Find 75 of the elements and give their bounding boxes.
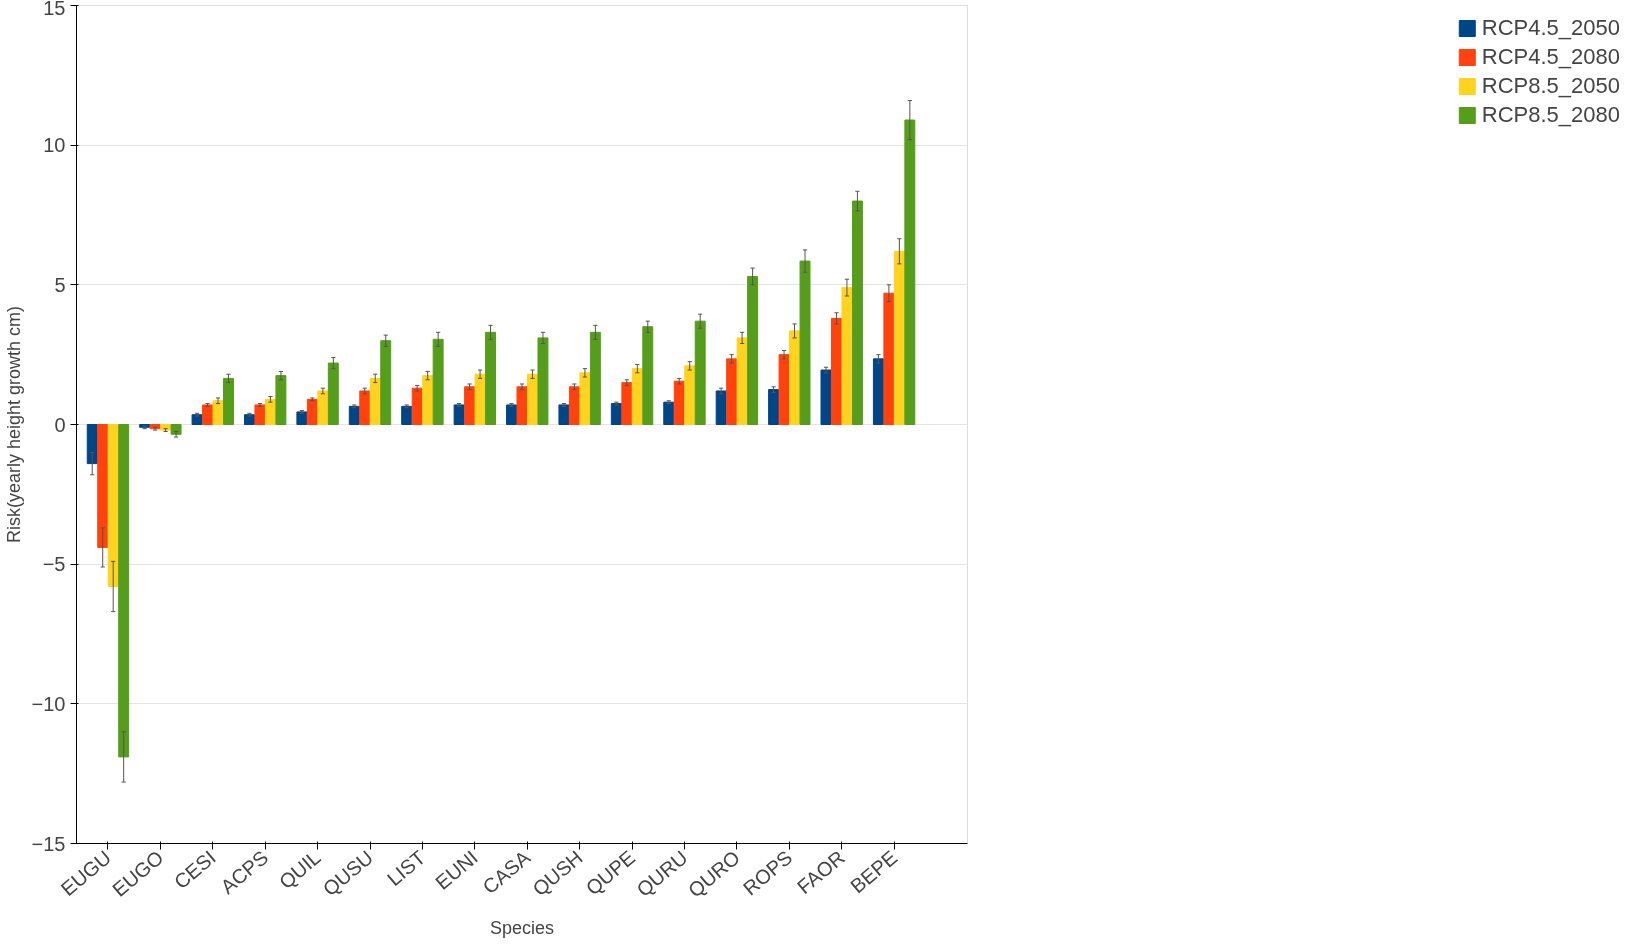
bar	[789, 330, 801, 425]
bar	[904, 119, 916, 425]
bar	[306, 398, 318, 425]
y-tick-label: 5	[54, 273, 66, 296]
bar	[621, 382, 633, 425]
bar	[778, 354, 790, 425]
bar	[432, 338, 444, 425]
bar	[527, 373, 538, 425]
bar	[118, 424, 130, 758]
bar	[296, 411, 308, 425]
bar	[369, 377, 381, 425]
bar	[317, 390, 329, 425]
bar	[883, 292, 895, 425]
bar	[631, 368, 643, 425]
bar	[768, 389, 780, 425]
bar	[673, 380, 685, 425]
bar	[86, 424, 98, 465]
bar	[579, 372, 591, 425]
bar	[736, 337, 748, 425]
bar	[97, 424, 109, 548]
bar	[694, 320, 706, 425]
bar	[485, 331, 497, 425]
bar	[516, 386, 528, 425]
y-tick-label: 10	[43, 134, 66, 157]
bar	[851, 200, 863, 425]
bar	[254, 404, 266, 425]
x-tick-label: QUIL	[274, 846, 325, 893]
bar	[453, 404, 465, 425]
bar	[642, 326, 654, 425]
legend-label: RCP8.5_2080	[1481, 102, 1620, 128]
bar	[401, 405, 413, 425]
bar	[747, 275, 759, 425]
bar	[558, 404, 570, 425]
bar	[893, 250, 905, 425]
bar	[726, 358, 738, 425]
bar	[872, 358, 884, 425]
y-tick-label: −10	[31, 692, 66, 715]
bar	[348, 405, 360, 425]
legend-label: RCP4.5_2050	[1481, 15, 1620, 41]
legend-label: RCP4.5_2080	[1481, 44, 1620, 70]
bar	[223, 377, 234, 425]
y-tick-label: 0	[54, 413, 66, 436]
bar	[327, 362, 339, 425]
bar	[684, 365, 696, 425]
bar	[715, 390, 727, 425]
bar	[799, 260, 811, 425]
bar	[170, 424, 182, 435]
bar	[191, 414, 203, 425]
bar	[464, 386, 476, 425]
bar	[841, 287, 853, 425]
bar	[275, 375, 287, 425]
bar	[380, 340, 392, 425]
x-axis-title: Species	[489, 917, 555, 938]
bar	[359, 390, 371, 425]
bar	[610, 403, 622, 425]
bar	[422, 375, 434, 425]
y-tick-label: −5	[42, 553, 66, 576]
bar	[663, 401, 675, 425]
bar	[537, 337, 549, 425]
y-axis-title: Risk(yearly height growth cm)	[3, 305, 24, 544]
y-tick-label: −15	[31, 832, 66, 855]
bar	[212, 400, 224, 425]
bar	[264, 398, 276, 425]
bar	[107, 424, 119, 588]
legend-label: RCP8.5_2050	[1481, 73, 1620, 99]
bar	[506, 404, 517, 425]
bar	[830, 317, 842, 425]
bar	[820, 369, 832, 425]
bar	[589, 331, 601, 425]
bar	[474, 373, 486, 425]
bar	[160, 424, 172, 431]
bar	[202, 404, 214, 425]
y-tick-label: 15	[43, 0, 66, 19]
bar	[411, 387, 423, 425]
bar	[568, 386, 580, 425]
